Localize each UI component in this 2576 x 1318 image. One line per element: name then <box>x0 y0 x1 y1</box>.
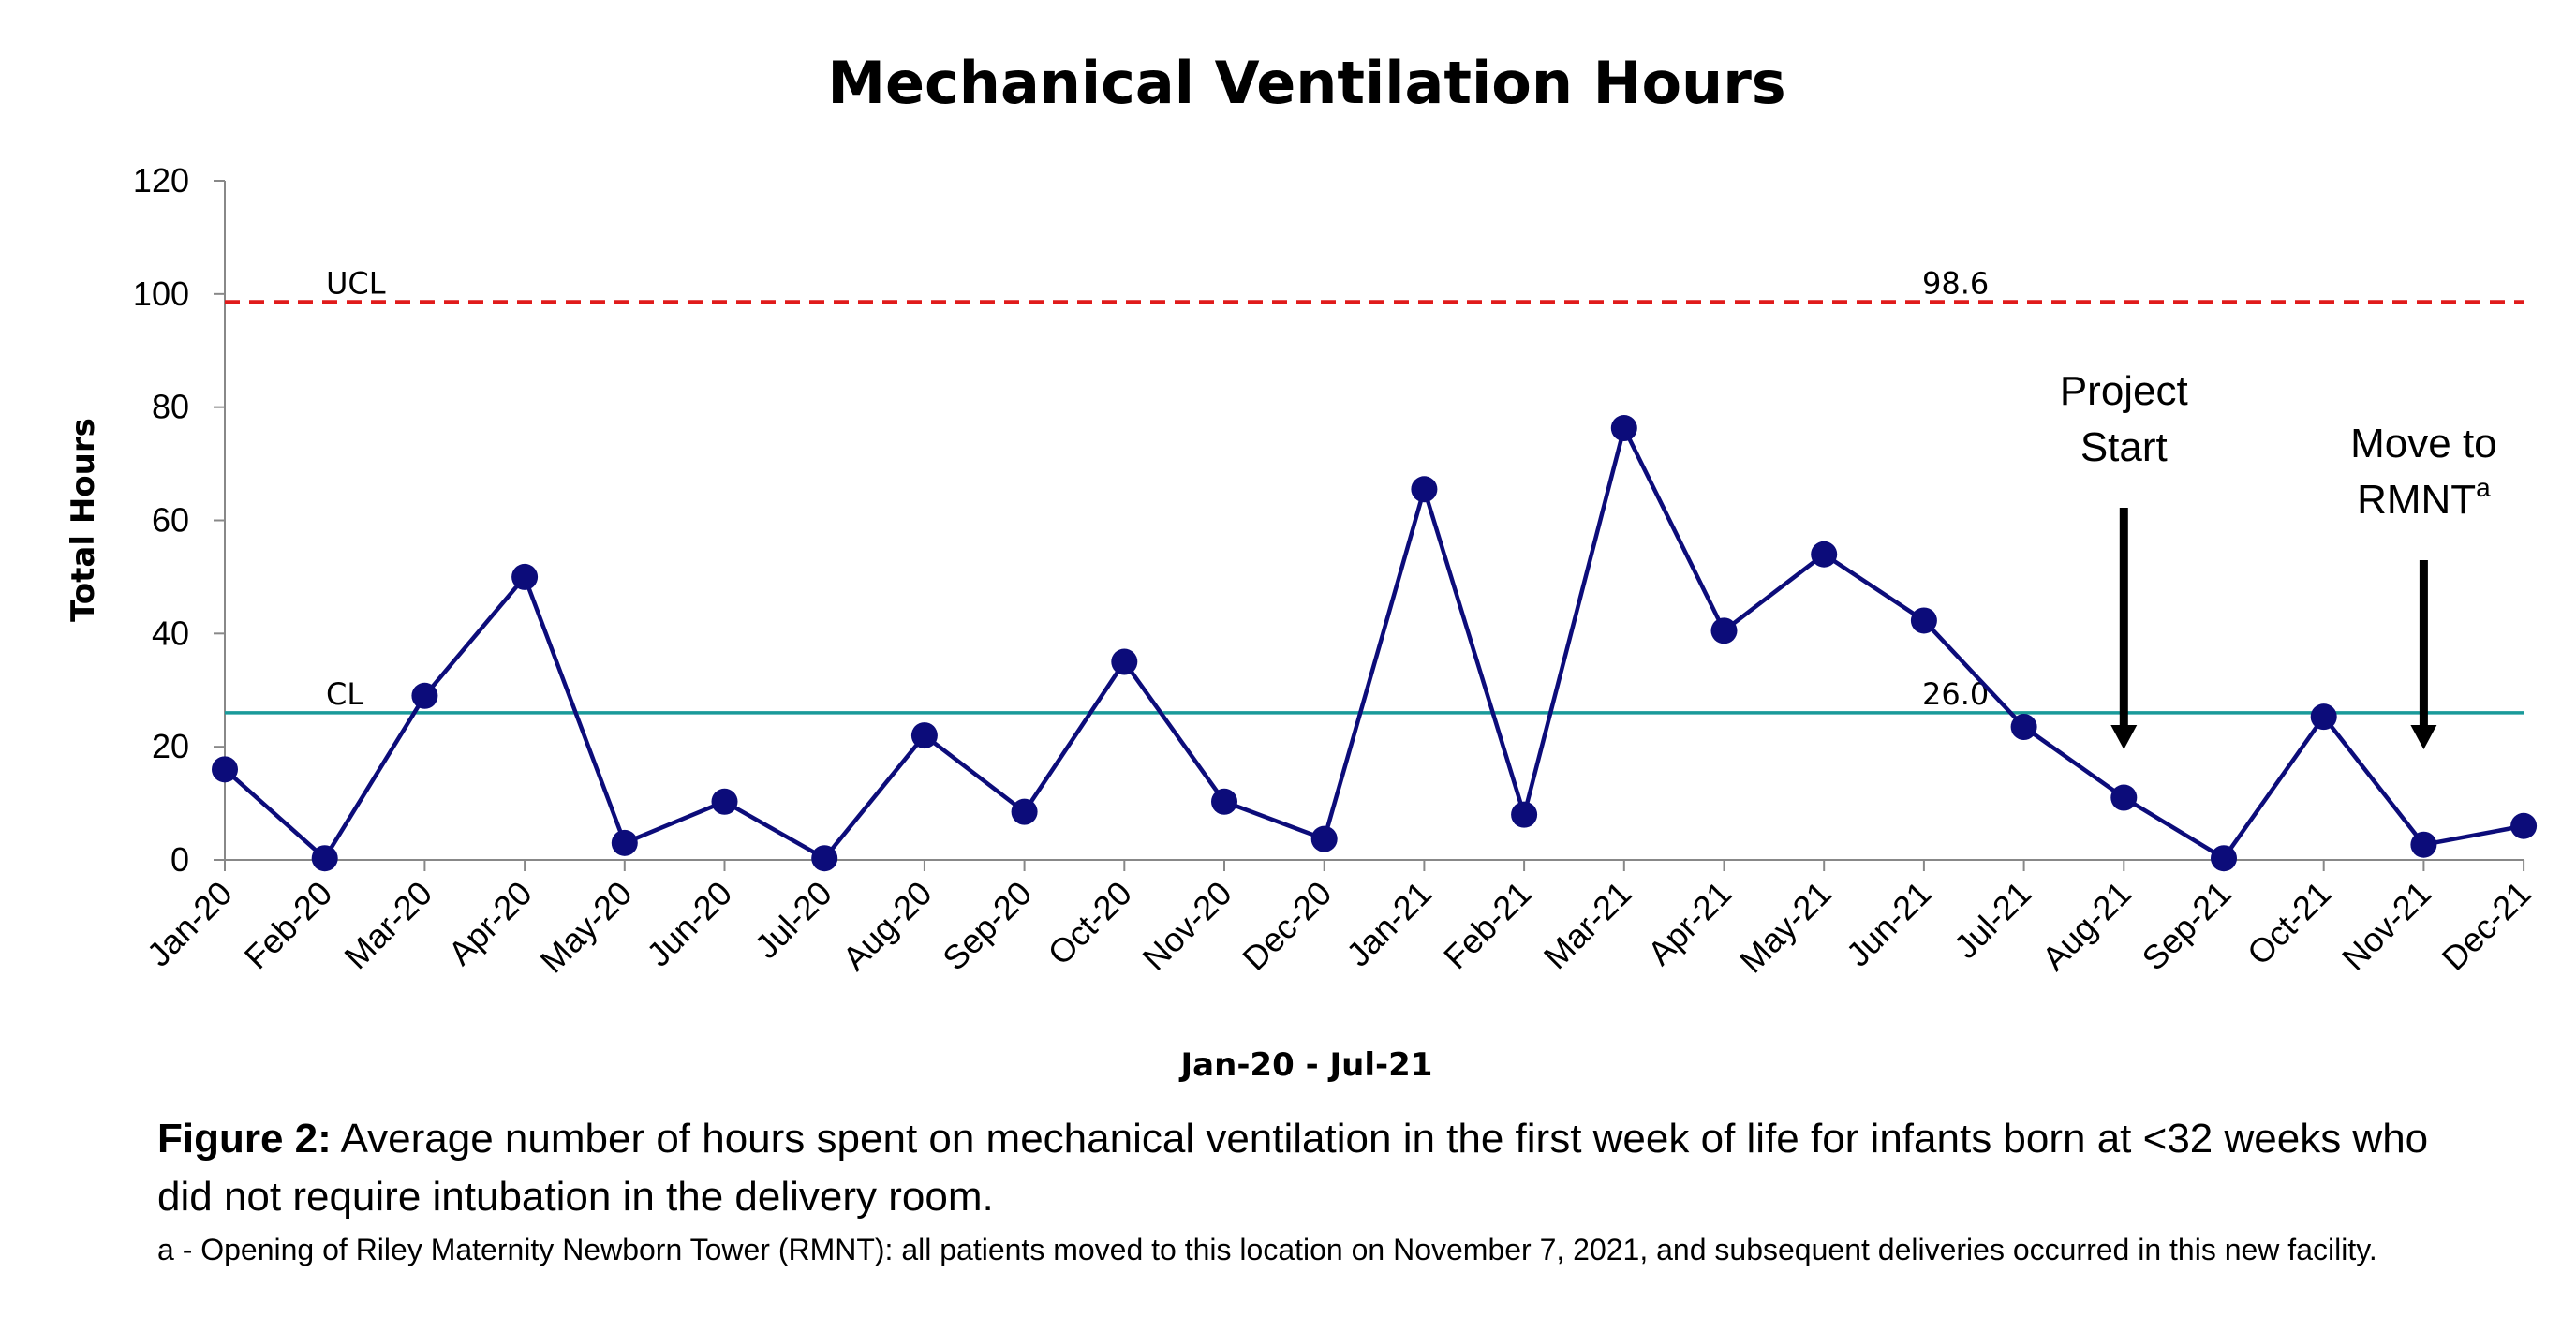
data-point <box>1610 415 1637 442</box>
y-tick-label: 20 <box>152 727 189 765</box>
data-point <box>611 829 638 856</box>
data-point <box>1411 476 1438 503</box>
figure-caption: Figure 2: Average number of hours spent … <box>157 1110 2452 1269</box>
x-tick-label: Nov-20 <box>1135 874 1239 978</box>
x-tick-label: Apr-21 <box>1640 874 1739 972</box>
data-point <box>2410 831 2437 858</box>
series-line <box>223 425 2524 861</box>
data-point <box>212 756 238 783</box>
y-tick-label: 0 <box>170 840 189 879</box>
x-tick-label: Jan-21 <box>1339 874 1439 974</box>
data-point <box>1511 801 1538 828</box>
data-point <box>1310 825 1338 852</box>
figure-label: Figure 2: <box>157 1116 332 1162</box>
data-point <box>1211 788 1237 815</box>
chart-title: Mechanical Ventilation Hours <box>827 49 1785 117</box>
x-tick-label: Nov-21 <box>2334 874 2438 978</box>
y-tick-label: 60 <box>152 501 189 540</box>
data-point <box>2310 703 2337 731</box>
x-tick-label: Oct-20 <box>1041 874 1139 972</box>
y-tick-label: 120 <box>133 161 189 200</box>
data-point <box>2510 812 2538 839</box>
x-tick-label: Jul-21 <box>1947 874 2038 966</box>
annotation-project-line: Project <box>2060 368 2188 414</box>
annotation-arrow-head <box>2410 725 2437 749</box>
data-point <box>411 682 438 709</box>
cl-value-label: 26.0 <box>1922 676 1989 712</box>
x-tick-label: Feb-20 <box>237 874 340 977</box>
data-point <box>2211 845 2237 872</box>
data-point <box>711 788 738 815</box>
annotation-project-line: Start <box>2080 424 2168 470</box>
annotation-move-to-line: Move to <box>2350 421 2497 466</box>
x-tick-label: May-20 <box>533 874 640 981</box>
y-axis-title: Total Hours <box>65 418 102 622</box>
ucl-value-label: 98.6 <box>1922 265 1989 301</box>
x-tick-label: Jul-20 <box>748 874 839 966</box>
data-point <box>511 563 539 590</box>
data-point <box>2010 714 2037 741</box>
annotations: Project Start Move to RMNTa <box>2060 368 2497 749</box>
x-tick-label: Dec-20 <box>1235 874 1339 978</box>
annotation-move-to-line: RMNTa <box>2357 473 2491 523</box>
data-point <box>2110 784 2138 811</box>
y-tick-label: 40 <box>152 614 189 652</box>
y-tick-label: 80 <box>152 388 189 426</box>
annotation-superscript: a <box>2476 473 2491 502</box>
x-tick-label: Sep-21 <box>2135 874 2239 978</box>
caption-main: Figure 2: Average number of hours spent … <box>157 1110 2452 1226</box>
x-tick-label: Aug-21 <box>2035 874 2139 978</box>
x-tick-label: Mar-20 <box>336 874 439 977</box>
caption-text: Average number of hours spent on mechani… <box>157 1116 2429 1220</box>
x-tick-label: Jan-20 <box>140 874 240 974</box>
data-point <box>1011 798 1038 825</box>
caption-footnote: a - Opening of Riley Maternity Newborn T… <box>157 1233 2377 1266</box>
reference-lines: UCL 98.6 CL 26.0 <box>225 265 2524 715</box>
x-tick-label: Sep-20 <box>935 874 1039 978</box>
x-axis-title: Jan-20 - Jul-21 <box>1179 1046 1433 1084</box>
x-tick-label: Jun-20 <box>639 874 739 974</box>
x-tick-label: Feb-21 <box>1436 874 1539 977</box>
series-group <box>212 415 2538 872</box>
data-point <box>1811 541 1838 568</box>
x-tick-label: May-21 <box>1732 874 1839 981</box>
x-tick-label: Apr-20 <box>440 874 539 972</box>
annotation-arrow-head <box>2110 725 2138 749</box>
data-point <box>910 722 938 749</box>
ucl-label: UCL <box>326 265 386 301</box>
x-tick-label: Jun-21 <box>1839 874 1939 974</box>
x-tick-label: Dec-21 <box>2435 874 2539 978</box>
x-tick-label: Oct-21 <box>2240 874 2338 972</box>
data-point <box>1910 607 1937 634</box>
x-tick-label: Mar-21 <box>1536 874 1639 977</box>
data-point <box>811 845 838 872</box>
data-point <box>1710 617 1738 644</box>
y-tick-label: 100 <box>133 274 189 313</box>
data-point <box>311 845 338 872</box>
data-point <box>1111 648 1138 675</box>
cl-label: CL <box>326 676 363 712</box>
x-tick-label: Aug-20 <box>835 874 939 978</box>
